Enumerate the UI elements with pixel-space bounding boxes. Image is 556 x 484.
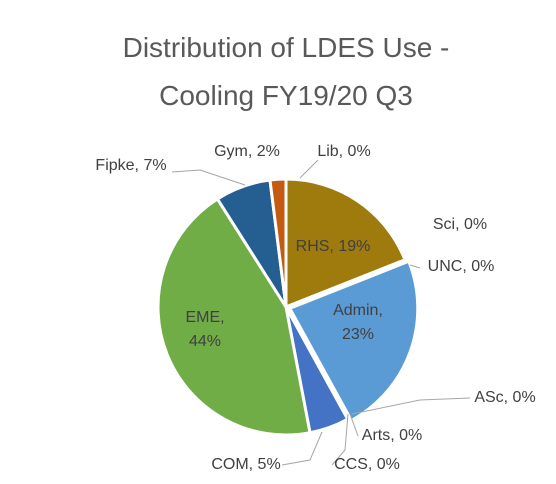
chart-title: Distribution of LDES Use -Cooling FY19/2… bbox=[123, 32, 450, 111]
data-label: UNC, 0% bbox=[428, 258, 495, 275]
data-label: Fipke, 7% bbox=[95, 157, 166, 174]
data-label: EME, 44% bbox=[185, 309, 224, 350]
leader-line bbox=[349, 413, 359, 437]
pie-slice bbox=[284, 177, 407, 310]
leader-line bbox=[171, 169, 246, 186]
pie-slice bbox=[285, 258, 406, 309]
data-label: Lib, 0% bbox=[317, 143, 370, 160]
leader-line bbox=[331, 413, 349, 466]
data-label: CCS, 0% bbox=[334, 456, 400, 473]
leader-line bbox=[351, 397, 471, 415]
data-label: COM, 5% bbox=[211, 456, 280, 473]
data-label: ASc, 0% bbox=[474, 389, 535, 406]
data-label: Sci, 0% bbox=[433, 216, 487, 233]
pie-slice bbox=[268, 177, 288, 308]
leader-line bbox=[409, 264, 421, 269]
data-label: RHS, 19% bbox=[296, 238, 371, 255]
pie-slice bbox=[156, 196, 312, 437]
data-label: Arts, 0% bbox=[362, 427, 422, 444]
leader-line bbox=[281, 431, 323, 466]
data-label: Gym, 2% bbox=[214, 143, 280, 160]
data-label: Admin, 23% bbox=[333, 302, 383, 343]
leader-line bbox=[299, 159, 319, 179]
